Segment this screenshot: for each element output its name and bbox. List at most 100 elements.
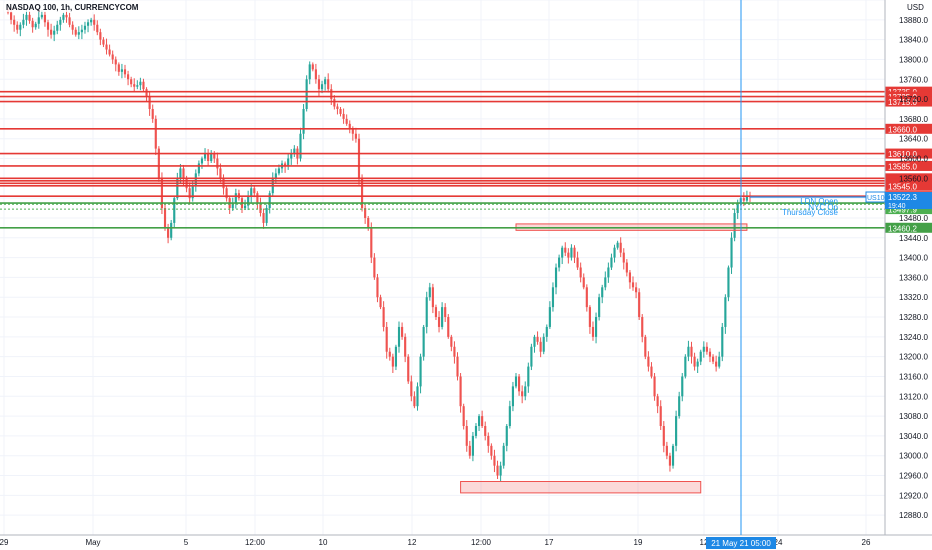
y-tick-label: 13880.0 (899, 16, 928, 25)
candle-body (210, 153, 213, 161)
y-tick-label: 13720.0 (899, 95, 928, 104)
y-tick-label: 13360.0 (899, 273, 928, 282)
candle-body (136, 85, 139, 87)
candle-body (558, 257, 561, 268)
candle-body (665, 445, 668, 456)
candle-body (354, 133, 357, 139)
y-tick-label: 13320.0 (899, 293, 928, 302)
candle-body (65, 14, 68, 18)
candle-body (493, 455, 496, 466)
candle-body (733, 213, 736, 238)
level-label-bg (885, 123, 932, 134)
candle-body (705, 346, 708, 352)
candle-body (601, 287, 604, 298)
current-price-value: 13522.3 (888, 193, 917, 202)
candle-body (594, 317, 598, 337)
candle-body (699, 351, 702, 362)
candle-body (188, 188, 191, 199)
candle-body (170, 222, 173, 238)
candle-body (554, 267, 558, 288)
candle-body (508, 406, 511, 427)
x-tick-label: 24 (774, 538, 783, 547)
candle-body (407, 356, 410, 382)
candle-body (625, 262, 628, 273)
candle-body (28, 14, 31, 21)
candle-body (311, 64, 314, 70)
level-label: 13715.0 (888, 98, 917, 107)
candle-body (650, 366, 653, 377)
candle-body (274, 173, 277, 179)
candle-body (397, 326, 401, 347)
candle-body (336, 106, 339, 109)
y-tick-label: 12880.0 (899, 511, 928, 520)
x-tick-label: 5 (184, 538, 189, 547)
candle-body (514, 376, 518, 387)
candle-body (34, 23, 37, 28)
candle-body (74, 29, 77, 35)
candle-body (502, 445, 505, 466)
y-tick-label: 13760.0 (899, 75, 928, 84)
candle-body (50, 29, 53, 35)
candle-body (579, 267, 582, 278)
x-tick-label: 29 (0, 538, 9, 547)
candle-body (434, 307, 438, 318)
x-tick-label: 12 (408, 538, 417, 547)
candle-body (598, 297, 601, 318)
candle-body (631, 282, 635, 288)
level-label-bg (885, 222, 932, 233)
candle-body (287, 158, 290, 166)
candle-body (68, 17, 71, 25)
candle-body (133, 84, 136, 87)
session-label: NYC Op (808, 203, 838, 212)
candle-body (46, 22, 50, 30)
candle-body (441, 307, 444, 327)
candle-body (678, 396, 681, 417)
candle-body (40, 14, 43, 18)
candle-body (345, 118, 348, 124)
candle-body (484, 426, 487, 436)
y-tick-label: 13800.0 (899, 55, 928, 64)
candle-body (708, 351, 712, 357)
candle-body (31, 20, 34, 28)
y-tick-label: 13560.0 (899, 174, 928, 183)
candle-body (437, 317, 441, 327)
candle-body (410, 381, 413, 397)
candle-body (459, 376, 462, 407)
candle-body (545, 326, 548, 337)
candle-body (641, 317, 644, 337)
candle-body (388, 351, 391, 357)
candle-body (253, 188, 256, 194)
candle-body (330, 89, 333, 100)
y-tick-label: 13160.0 (899, 372, 928, 381)
level-label-bg (885, 204, 932, 215)
candle-body (148, 96, 151, 109)
candle-body (77, 32, 80, 35)
candle-body (656, 396, 659, 407)
x-tick-label: May (85, 538, 100, 547)
candle-body (93, 19, 96, 25)
candle-body (573, 247, 576, 258)
candle-body (163, 208, 167, 228)
candle-body (225, 188, 228, 199)
candle-body (675, 416, 678, 446)
candle-body (96, 24, 99, 33)
candle-body (123, 69, 127, 75)
candle-body (86, 22, 90, 26)
candle-body (548, 307, 551, 327)
candle-body (690, 346, 693, 357)
candle-body (139, 81, 142, 86)
y-tick-label: 13200.0 (899, 353, 928, 362)
candle-body (142, 81, 145, 90)
y-tick-label: 13040.0 (899, 432, 928, 441)
candle-body (736, 203, 739, 214)
candle-body (19, 24, 22, 30)
current-price-bg (885, 192, 932, 210)
candle-body (511, 386, 515, 407)
candle-body (250, 188, 253, 196)
candle-body (447, 317, 450, 337)
candle-body (213, 153, 216, 159)
demand-zone (460, 481, 702, 494)
candle-body (456, 356, 459, 377)
candle-body (730, 237, 733, 268)
